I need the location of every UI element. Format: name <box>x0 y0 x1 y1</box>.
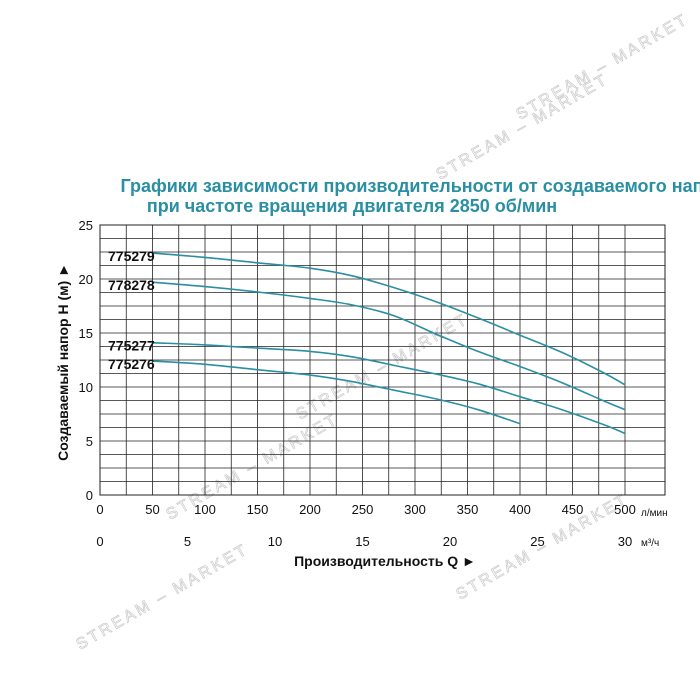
x-tick-label-m3h: 0 <box>96 534 103 549</box>
chart-subtitle: при частоте вращения двигателя 2850 об/м… <box>147 196 557 216</box>
x-tick-label-lmin: 200 <box>299 502 321 517</box>
series-label-778278: 778278 <box>108 277 155 293</box>
x-tick-label-m3h: 25 <box>530 534 544 549</box>
x-tick-label-m3h: 5 <box>184 534 191 549</box>
y-tick-label: 5 <box>86 434 93 449</box>
x-tick-label-lmin: 300 <box>404 502 426 517</box>
x-tick-label-lmin: 250 <box>352 502 374 517</box>
x-axis-ticks-lmin: 0 50 100 150 200 250 300 350 400 450 500 <box>96 502 635 517</box>
series-line-778278 <box>152 281 626 411</box>
x-tick-label-lmin: 500 <box>614 502 636 517</box>
x-tick-label-lmin: 50 <box>145 502 159 517</box>
series-curves <box>152 252 626 435</box>
watermark-text: STREAM – MARKET <box>514 11 692 124</box>
x-unit-lmin: л/мин <box>641 508 668 519</box>
x-tick-label-m3h: 20 <box>443 534 457 549</box>
series-labels: 775279 778278 775277 775276 <box>108 248 155 372</box>
watermark-text: STREAM – MARKET <box>74 541 252 654</box>
series-line-775279 <box>152 252 626 386</box>
y-tick-label: 0 <box>86 488 93 503</box>
x-tick-label-lmin: 100 <box>194 502 216 517</box>
y-axis-ticks: 0 5 10 15 20 25 <box>79 218 93 503</box>
plot-frame <box>99 224 666 496</box>
watermark-text: STREAM – MARKET <box>294 311 472 424</box>
chart-title: Графики зависимости производительности о… <box>120 176 700 196</box>
y-tick-label: 10 <box>79 380 93 395</box>
x-tick-label-lmin: 400 <box>509 502 531 517</box>
x-tick-label-lmin: 350 <box>457 502 479 517</box>
chart-grid <box>100 225 665 495</box>
x-tick-label-m3h: 15 <box>355 534 369 549</box>
x-axis-title: Производительность Q ► <box>294 553 476 569</box>
x-tick-label-lmin: 0 <box>96 502 103 517</box>
y-tick-label: 25 <box>79 218 93 233</box>
y-axis-title: Создаваемый напор H (м) ► <box>55 263 71 461</box>
x-tick-label-m3h: 30 <box>618 534 632 549</box>
series-label-775276: 775276 <box>108 356 155 372</box>
y-tick-label: 20 <box>79 272 93 287</box>
series-label-775277: 775277 <box>108 338 155 354</box>
watermark-text: STREAM – MARKET <box>434 71 612 184</box>
series-line-775277 <box>152 341 626 435</box>
x-tick-label-m3h: 10 <box>268 534 282 549</box>
x-unit-m3h: м³/ч <box>641 538 659 549</box>
x-tick-label-lmin: 450 <box>562 502 584 517</box>
x-axis-ticks-m3h: 0 5 10 15 20 25 30 <box>96 534 632 549</box>
x-tick-label-lmin: 150 <box>247 502 269 517</box>
series-line-775276 <box>152 360 521 425</box>
series-label-775279: 775279 <box>108 248 155 264</box>
y-tick-label: 15 <box>79 326 93 341</box>
